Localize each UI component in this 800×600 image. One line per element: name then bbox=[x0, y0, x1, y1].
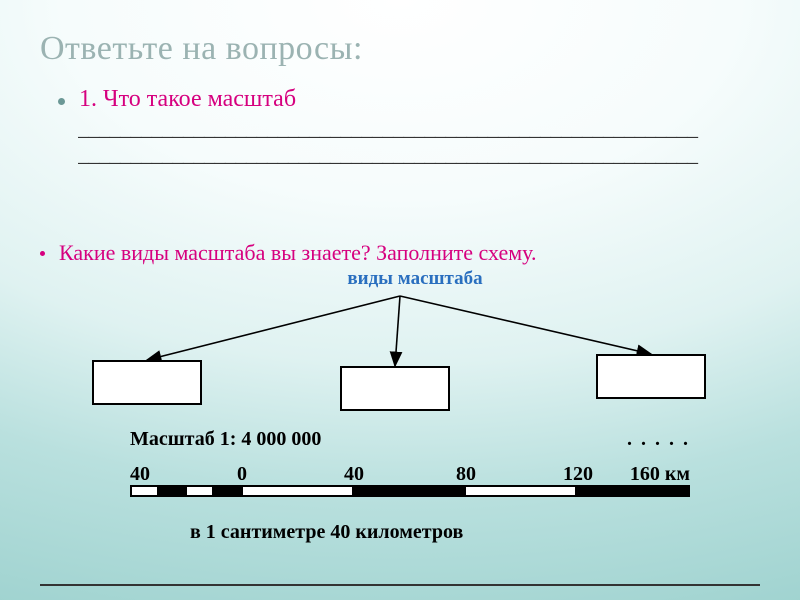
scale-bar-segment bbox=[354, 487, 465, 495]
slide-title: Ответьте на вопросы: bbox=[40, 30, 760, 68]
scale-tick-label: 160 км bbox=[630, 463, 690, 486]
footer-divider bbox=[40, 584, 760, 586]
question-1-row: 1. Что такое масштаб bbox=[58, 86, 760, 113]
scale-tick-labels: 40 0 40 80 120 160 км bbox=[130, 463, 690, 485]
slide: Ответьте на вопросы: 1. Что такое масшта… bbox=[0, 0, 800, 600]
blank-line-2: ________________________________________… bbox=[78, 141, 760, 167]
scale-tick-label: 0 bbox=[237, 463, 247, 486]
scale-types-diagram bbox=[40, 290, 760, 410]
scale-bar-segment bbox=[243, 487, 354, 495]
scale-bar-subsegment bbox=[132, 487, 243, 495]
scale-bar bbox=[130, 485, 690, 497]
scale-header: Масштаб 1: 4 000 000 . . . . . bbox=[130, 428, 690, 451]
scale-named-caption: в 1 сантиметре 40 километров bbox=[190, 521, 690, 544]
diagram-box bbox=[340, 366, 450, 411]
question-2-text: Какие виды масштаба вы знаете? Заполните… bbox=[59, 240, 536, 266]
scale-tick-label: 80 bbox=[456, 463, 476, 486]
dots-placeholder: . . . . . bbox=[627, 428, 690, 451]
scale-bar-segment bbox=[466, 487, 577, 495]
diagram-box bbox=[92, 360, 202, 405]
question-2-row: Какие виды масштаба вы знаете? Заполните… bbox=[40, 240, 760, 266]
scale-tick-label: 40 bbox=[344, 463, 364, 486]
scale-block: Масштаб 1: 4 000 000 . . . . . 40 0 40 80 12… bbox=[130, 428, 690, 544]
question-1-text: 1. Что такое масштаб bbox=[79, 86, 296, 113]
scale-bar-segment bbox=[577, 487, 688, 495]
bullet-icon bbox=[58, 98, 65, 105]
bullet-icon bbox=[40, 251, 45, 256]
diagram-heading: виды масштаба bbox=[70, 268, 760, 290]
scale-tick-label: 40 bbox=[130, 463, 150, 486]
scale-tick-label: 120 bbox=[563, 463, 593, 486]
blank-line-1: ________________________________________… bbox=[78, 115, 760, 141]
scale-numeric-caption: Масштаб 1: 4 000 000 bbox=[130, 428, 321, 451]
diagram-box bbox=[596, 354, 706, 399]
